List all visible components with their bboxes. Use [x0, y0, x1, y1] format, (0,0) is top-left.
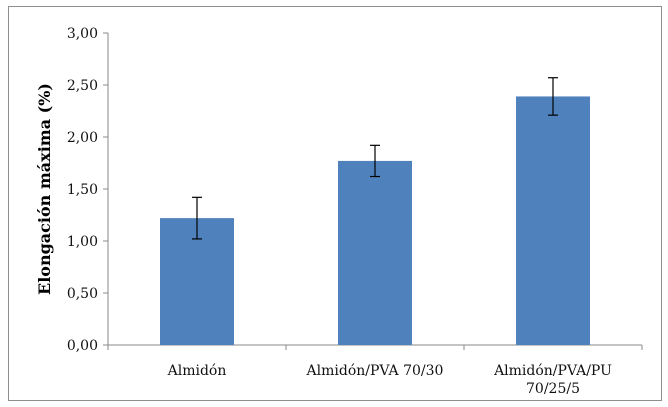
y-axis-title: Elongación máxima (%): [35, 83, 54, 295]
bar: [338, 160, 412, 345]
x-tick-label: 70/25/5: [526, 381, 580, 397]
y-tick-label: 2,50: [67, 78, 98, 94]
y-tick-label: 3,00: [67, 26, 98, 42]
x-tick-label: Almidón: [167, 363, 227, 379]
x-tick-label: Almidón/PVA/PU: [493, 363, 612, 379]
y-tick-label: 1,50: [67, 182, 98, 198]
y-tick-label: 0,00: [67, 338, 98, 354]
y-tick-label: 2,00: [67, 130, 98, 146]
bar: [516, 96, 590, 345]
x-tick-label: Almidón/PVA 70/30: [306, 363, 444, 379]
y-tick-label: 1,00: [67, 234, 98, 250]
y-tick-label: 0,50: [67, 286, 98, 302]
